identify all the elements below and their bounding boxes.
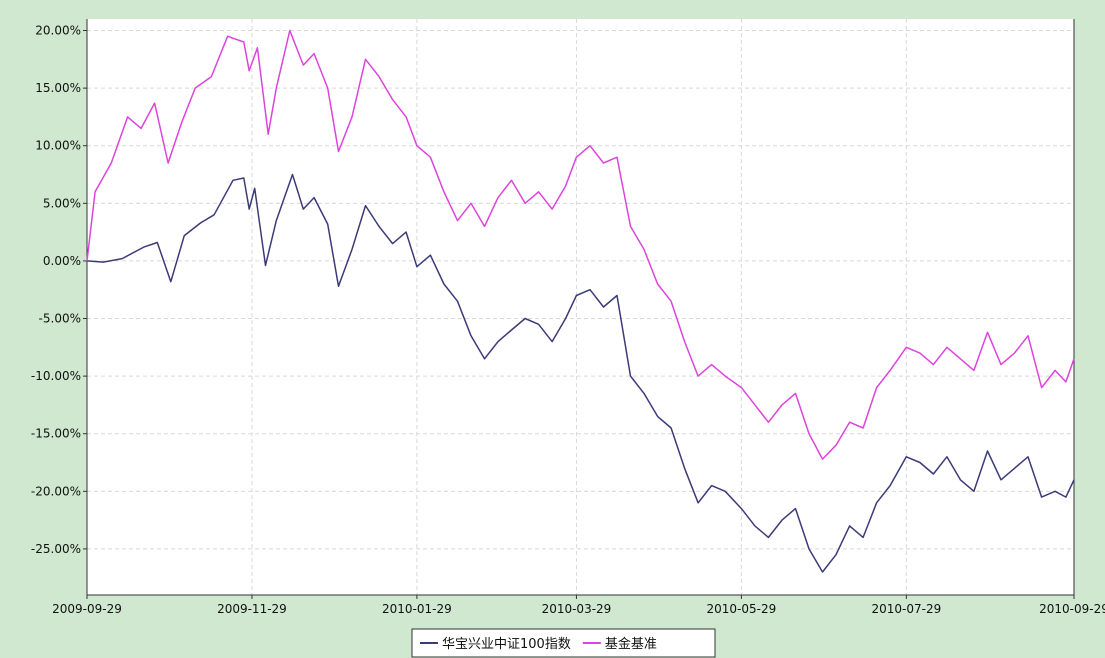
legend: 华宝兴业中证100指数 基金基准 [411,628,716,658]
y-tick-label: -15.00% [31,427,81,441]
plot-area [87,19,1074,595]
legend-box [411,628,716,658]
series-line-2 [86,29,1075,460]
y-tick-label: 5.00% [43,196,81,210]
y-tick-label: -5.00% [39,312,81,326]
y-tick-label: 0.00% [43,254,81,268]
y-tick-label: -25.00% [31,542,81,556]
x-tick-label: 2009-09-29 [52,602,122,616]
series-line-1 [86,173,1075,573]
legend-label-1: 华宝兴业中证100指数 [442,637,571,652]
y-tick-label: -20.00% [31,484,81,498]
x-tick-label: 2010-09-29 [1039,602,1105,616]
y-tick-label: 20.00% [35,24,81,38]
series [86,29,1075,573]
grid [87,19,1074,595]
x-tick-label: 2009-11-29 [217,602,287,616]
y-tick-label: 10.00% [35,139,81,153]
y-tick-label: -10.00% [31,369,81,383]
y-axis-ticks: 20.00% 15.00% 10.00% 5.00% 0.00% -5.00% -10.00… [31,24,81,556]
x-axis-ticks: 2009-09-29 2009-11-29 2010-01-29 2010-03-29… [52,602,1105,616]
x-tick-label: 2010-07-29 [871,602,941,616]
legend-label-2: 基金基准 [605,636,657,652]
x-tick-label: 2010-05-29 [707,602,777,616]
x-tick-label: 2010-01-29 [382,602,452,616]
x-tick-label: 2010-03-29 [542,602,612,616]
axes [83,19,1075,599]
y-tick-label: 15.00% [35,81,81,95]
